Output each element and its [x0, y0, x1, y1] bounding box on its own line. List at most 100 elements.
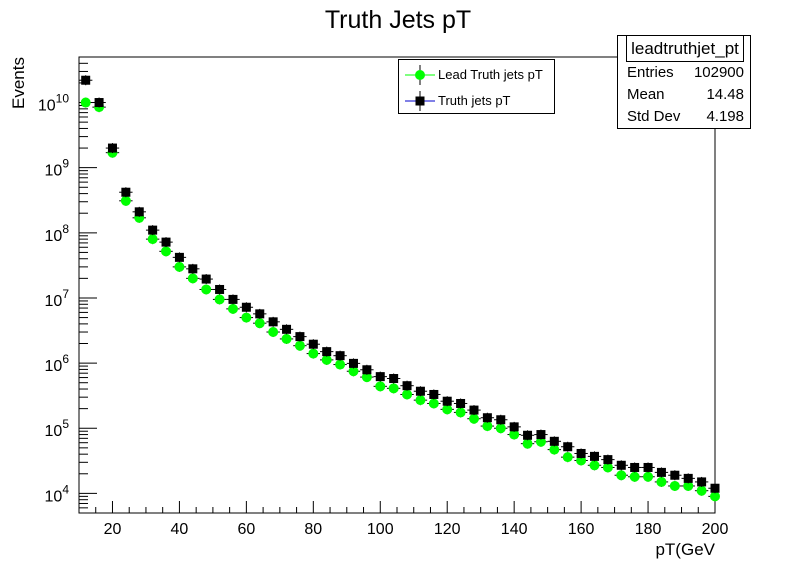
data-point [362, 365, 372, 375]
x-tick-label: 200 [702, 521, 729, 538]
data-point [509, 422, 519, 432]
data-point [656, 467, 666, 477]
data-point [80, 97, 91, 108]
data-point [348, 358, 358, 368]
green-circle-marker-icon [405, 65, 435, 85]
data-point [683, 473, 693, 483]
data-point [415, 395, 426, 406]
data-point [616, 470, 627, 481]
data-point [415, 386, 425, 396]
data-point [187, 273, 198, 284]
data-point [482, 421, 493, 432]
data-point [602, 462, 613, 473]
data-point [429, 389, 439, 399]
data-point [536, 430, 546, 440]
stats-box: leadtruthjet_pt Entries 102900 Mean 14.4… [617, 35, 751, 129]
data-point [94, 98, 104, 108]
data-point [161, 237, 171, 247]
data-point [214, 294, 225, 305]
data-point [456, 398, 466, 408]
data-point [402, 389, 413, 400]
data-point [120, 195, 131, 206]
data-point [482, 413, 492, 423]
data-point [361, 372, 372, 383]
data-point [107, 143, 117, 153]
data-point [576, 448, 586, 458]
data-point [188, 264, 198, 274]
data-point [335, 351, 345, 361]
data-point [295, 332, 305, 342]
data-point [308, 348, 319, 359]
data-point [375, 381, 386, 392]
x-tick-label: 80 [304, 521, 322, 538]
series-lead-truth-jets [79, 97, 720, 502]
data-point [669, 480, 680, 491]
data-point [255, 309, 265, 319]
data-point [576, 455, 587, 466]
x-tick-label: 180 [635, 521, 662, 538]
x-tick-label: 60 [237, 521, 255, 538]
x-tick-label: 140 [501, 521, 528, 538]
stats-label: Entries [627, 64, 674, 81]
data-point [643, 471, 654, 482]
legend-item-truth-jets: Truth jets pT [399, 89, 554, 113]
y-tick-label: 106 [45, 352, 70, 375]
data-point [322, 347, 332, 357]
stats-row-mean: Mean 14.48 [627, 86, 744, 104]
data-point [710, 491, 720, 502]
legend-item-lead-truth-jets: Lead Truth jets pT [399, 63, 554, 87]
x-tick-label: 20 [104, 521, 122, 538]
data-point [161, 246, 172, 257]
data-point [428, 398, 439, 409]
data-point [495, 423, 506, 434]
x-tick-label: 40 [171, 521, 189, 538]
data-point [201, 274, 211, 284]
data-point [281, 333, 292, 344]
data-point [268, 317, 278, 327]
legend: Lead Truth jets pT Truth jets pT [398, 59, 555, 114]
data-point [696, 485, 707, 496]
data-point [348, 366, 359, 377]
stats-title: leadtruthjet_pt [626, 36, 744, 62]
data-point [134, 207, 144, 217]
data-point [563, 442, 573, 452]
data-point [549, 436, 559, 446]
data-point [254, 318, 265, 329]
data-point [215, 284, 225, 294]
stats-label: Std Dev [627, 108, 681, 125]
data-point [442, 396, 452, 406]
data-point [308, 339, 318, 349]
data-point [268, 327, 279, 338]
y-tick-label: 107 [45, 287, 70, 310]
stats-value: 4.198 [706, 108, 744, 125]
data-point [630, 462, 640, 472]
data-point [589, 451, 599, 461]
legend-label: Lead Truth jets pT [438, 67, 543, 82]
data-point [174, 252, 184, 262]
data-point [121, 187, 131, 197]
y-tick-label: 104 [45, 482, 70, 505]
data-point [402, 381, 412, 391]
data-point [375, 372, 385, 382]
data-point [241, 302, 251, 312]
stats-label: Mean [627, 86, 665, 103]
data-point [683, 480, 694, 491]
data-point [549, 444, 560, 455]
data-point [389, 374, 399, 384]
data-point [455, 407, 466, 418]
data-point [535, 436, 546, 447]
data-point [509, 429, 520, 440]
black-square-marker-icon [405, 91, 435, 111]
data-point [147, 234, 158, 245]
data-point [616, 460, 626, 470]
data-point [603, 455, 613, 465]
legend-label: Truth jets pT [438, 93, 511, 108]
stats-row-std-dev: Std Dev 4.198 [627, 108, 744, 126]
stats-value: 102900 [693, 64, 744, 81]
stats-row-entries: Entries 102900 [627, 64, 744, 82]
data-point [241, 312, 252, 323]
data-point [148, 225, 158, 235]
data-point [469, 405, 479, 415]
y-tick-label: 1010 [38, 92, 69, 115]
